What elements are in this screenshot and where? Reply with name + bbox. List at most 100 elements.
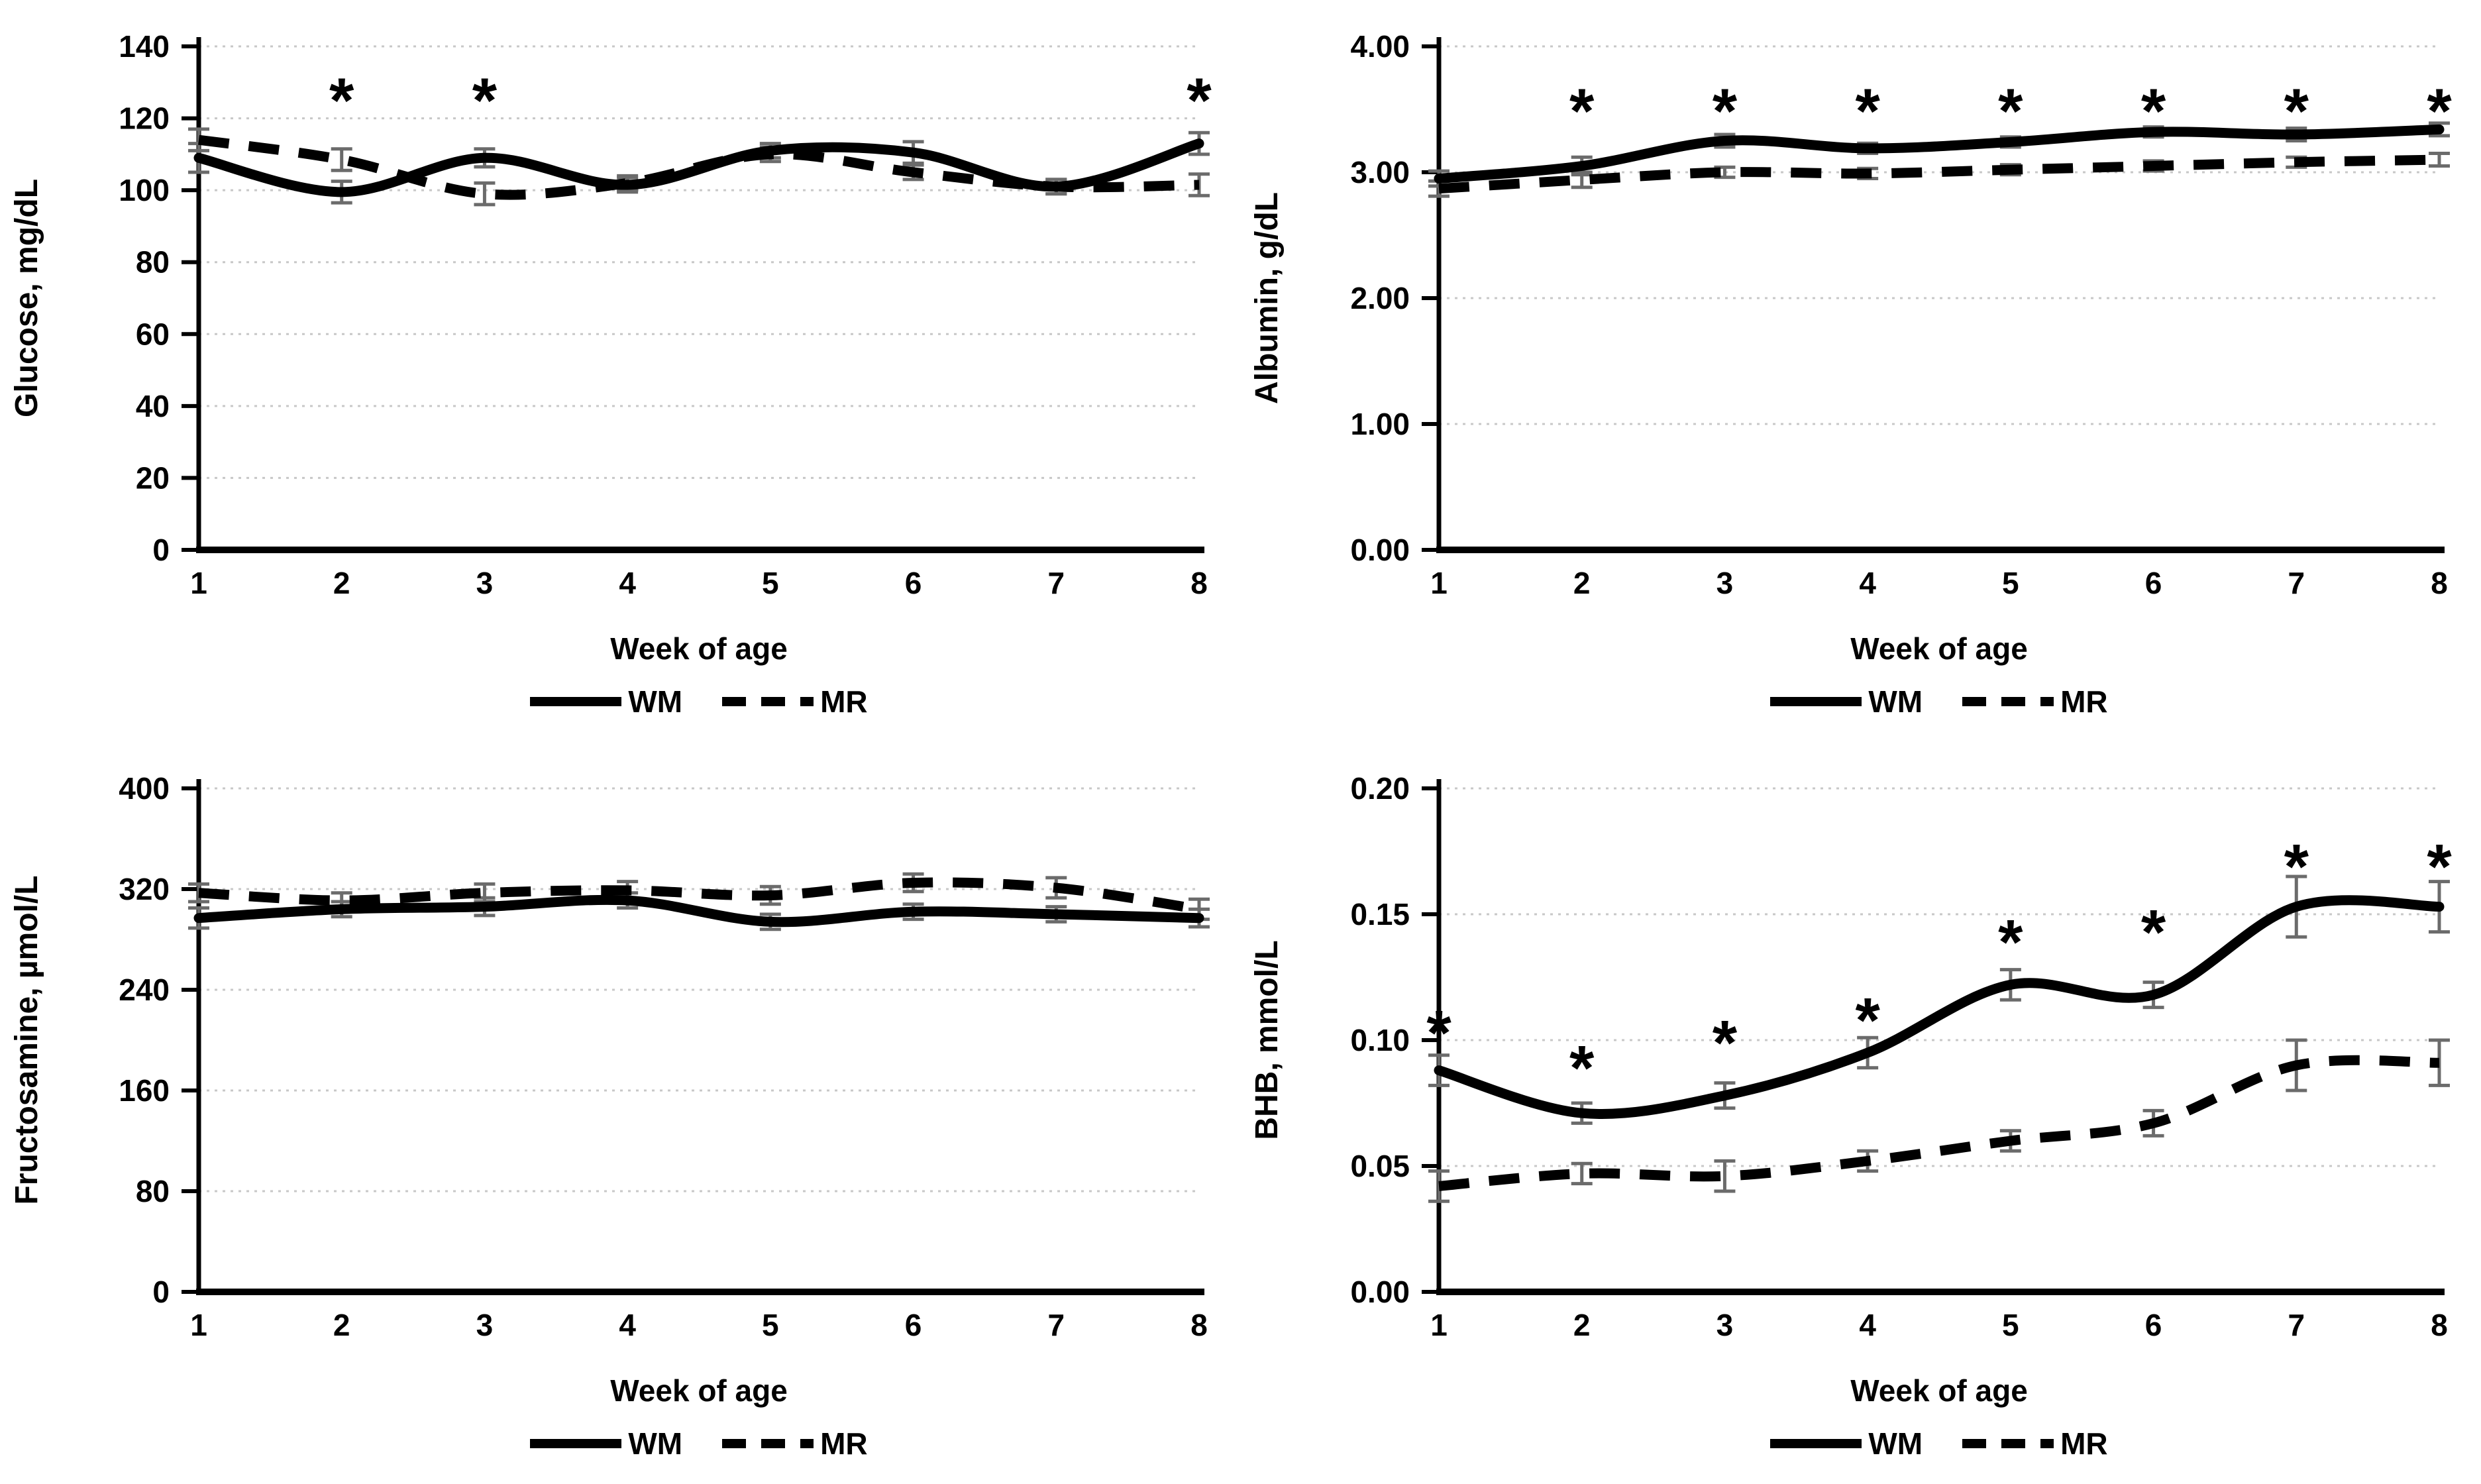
wm-solid-line-swatch (530, 1439, 622, 1448)
x-tick-label: 3 (476, 566, 494, 600)
panel-fructosamine: Fructosamine, µmol/L 0 80 160 240 320 400 1 2 3 4… (0, 742, 1240, 1484)
y-tick-label: 100 (119, 173, 170, 207)
mr-dashed-line-swatch (722, 1439, 814, 1448)
x-tick-label: 5 (2002, 1308, 2019, 1342)
legend-entry-mr: MR (722, 684, 868, 719)
y-tick-label: 120 (119, 101, 170, 136)
y-tick-label: 40 (136, 389, 170, 423)
y-tick-label: 0.00 (1350, 533, 1410, 567)
x-axis-title: Week of age (610, 1373, 788, 1408)
y-tick-label: 320 (119, 872, 170, 906)
y-axis-title: Fructosamine, µmol/L (9, 875, 44, 1204)
y-tick-label: 0 (152, 533, 170, 567)
x-tick-label: 2 (333, 1308, 350, 1342)
series-line-mr (1438, 1055, 2440, 1191)
series-line-wm (193, 894, 1204, 928)
series-line-mr (197, 134, 1200, 200)
error-bar (1571, 1161, 1593, 1186)
x-tick-label: 3 (476, 1308, 494, 1342)
x-tick-label: 8 (2431, 566, 2448, 600)
legend-label-wm: WM (1868, 684, 1923, 719)
x-tick-label: 6 (2145, 566, 2162, 600)
y-tick-label: 20 (136, 460, 170, 495)
y-tick-label: 2.00 (1350, 281, 1410, 315)
x-tick-label: 4 (1859, 566, 1876, 600)
y-axis-title: Glucose, mg/dL (9, 179, 44, 417)
x-tick-label: 3 (1716, 1308, 1734, 1342)
error-bar (1714, 1159, 1736, 1193)
y-tick-label: 400 (119, 771, 170, 806)
error-bar (2429, 1038, 2450, 1087)
significance-asterisk: * (1998, 76, 2023, 146)
series-line-wm (1434, 895, 2445, 1120)
legend-entry-mr: MR (722, 1426, 868, 1461)
legend: WM MR (1439, 1426, 2439, 1461)
y-tick-label: 0.20 (1350, 771, 1410, 806)
y-axis-title: Albumin, g/dL (1249, 192, 1285, 404)
error-bar (474, 181, 496, 207)
legend-label-wm: WM (1868, 1426, 1923, 1461)
legend-entry-mr: MR (1962, 684, 2108, 719)
legend-label-mr: MR (820, 1426, 868, 1461)
legend-label-wm: WM (628, 684, 683, 719)
y-tick-label: 0.10 (1350, 1023, 1410, 1057)
y-tick-label: 3.00 (1350, 155, 1410, 189)
significance-asterisk: * (2284, 831, 2309, 902)
wm-solid-line-swatch (530, 697, 622, 706)
x-tick-label: 5 (762, 1308, 779, 1342)
legend-label-wm: WM (628, 1426, 683, 1461)
y-tick-label: 240 (119, 973, 170, 1007)
legend-entry-wm: WM (530, 684, 682, 719)
series-line-wm (1434, 124, 2445, 184)
significance-asterisk: * (2284, 76, 2309, 146)
y-tick-label: 60 (136, 317, 170, 351)
panel-bhb: BHB, mmol/L 0.00 0.05 0.10 0.15 0.20 1 2 3 4 5 6 7 8… (1240, 742, 2481, 1484)
y-tick-label: 80 (136, 245, 170, 280)
x-tick-label: 1 (190, 566, 207, 600)
glucose-chart: Glucose, mg/dL 0 20 40 60 80 100 120 140 1 2 3 4 5 6 7… (9, 29, 1212, 600)
x-tick-label: 2 (333, 566, 350, 600)
x-tick-label: 5 (762, 566, 779, 600)
x-tick-label: 8 (1190, 1308, 1208, 1342)
wm-solid-line-swatch (1770, 697, 1862, 706)
significance-asterisk: * (1426, 998, 1452, 1069)
x-tick-label: 7 (2288, 1308, 2305, 1342)
significance-asterisk: * (1187, 65, 1212, 136)
albumin-chart: Albumin, g/dL 0.00 1.00 2.00 3.00 4.00 1 2 3 4 5 6… (1249, 29, 2452, 600)
x-tick-label: 3 (1716, 566, 1734, 600)
y-axis-title: BHB, mmol/L (1249, 940, 1285, 1140)
x-axis-title: Week of age (1850, 1373, 2028, 1408)
x-axis-title: Week of age (610, 631, 788, 666)
x-tick-label: 4 (619, 566, 636, 600)
x-axis-title: Week of age (1850, 631, 2028, 666)
series-line-mr (1438, 154, 2440, 194)
x-tick-label: 2 (1573, 1308, 1591, 1342)
significance-asterisk: * (472, 65, 498, 136)
x-tick-label: 6 (905, 566, 922, 600)
significance-asterisk: * (2427, 76, 2452, 146)
x-tick-label: 4 (619, 1308, 636, 1342)
x-tick-label: 6 (905, 1308, 922, 1342)
y-tick-label: 0.15 (1350, 897, 1410, 931)
y-tick-label: 0.00 (1350, 1275, 1410, 1309)
x-tick-label: 1 (1430, 1308, 1448, 1342)
y-tick-label: 140 (119, 29, 170, 64)
y-tick-label: 160 (119, 1073, 170, 1108)
x-tick-label: 5 (2002, 566, 2019, 600)
x-tick-label: 7 (2288, 566, 2305, 600)
mr-dashed-line-swatch (1962, 1439, 2054, 1448)
error-bar (331, 147, 352, 172)
mr-dashed-line-swatch (722, 697, 814, 706)
x-tick-label: 6 (2145, 1308, 2162, 1342)
y-tick-label: 0 (152, 1275, 170, 1309)
error-bar (1571, 170, 1593, 189)
significance-asterisk: * (1713, 76, 1738, 146)
panel-glucose: Glucose, mg/dL 0 20 40 60 80 100 120 140 1 2 3 4 5 6 7… (0, 0, 1240, 742)
x-tick-label: 8 (1190, 566, 1208, 600)
x-tick-label: 1 (1430, 566, 1448, 600)
significance-asterisk: * (329, 65, 354, 136)
legend-entry-wm: WM (530, 1426, 682, 1461)
x-tick-label: 7 (1047, 1308, 1065, 1342)
significance-asterisk: * (1569, 76, 1595, 146)
bhb-chart: BHB, mmol/L 0.00 0.05 0.10 0.15 0.20 1 2 3 4 5 6 7 8… (1249, 771, 2452, 1342)
